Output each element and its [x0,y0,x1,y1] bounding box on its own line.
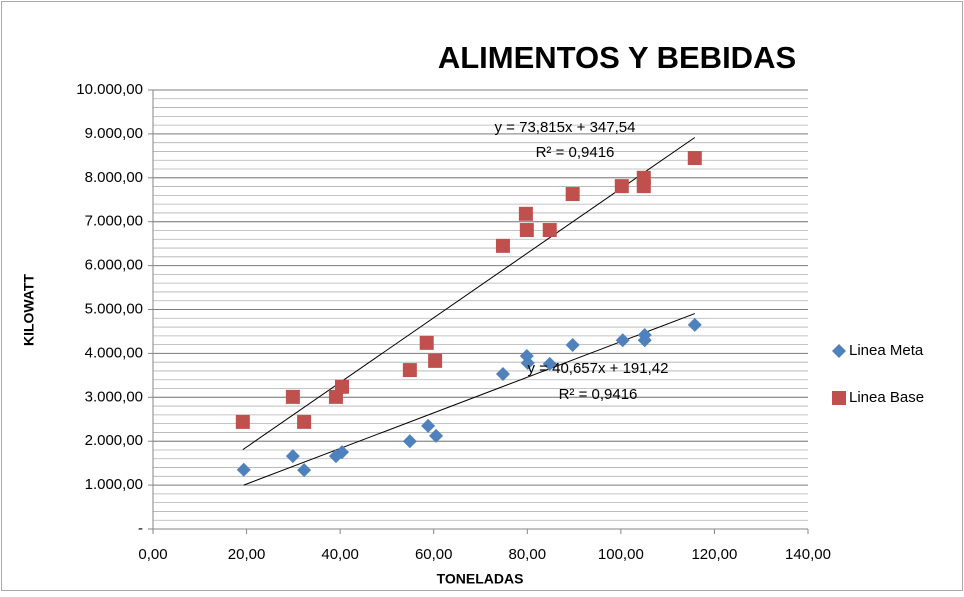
trendline-equation: R² = 0,9416 [536,144,615,161]
x-tick-label: 20,00 [228,546,266,563]
marker [428,353,443,368]
marker [518,206,533,221]
y-tick-label: 2.000,00 [85,432,143,449]
legend-marker [832,344,846,358]
trendline-equation: y = 73,815x + 347,54 [495,119,636,136]
chart-title: ALIMENTOS Y BEBIDAS [438,40,796,75]
trendline-equation: R² = 0,9416 [559,386,638,403]
y-tick-label: 3.000,00 [85,388,143,405]
marker [429,428,444,443]
y-tick-label: - [138,520,143,537]
marker [235,414,250,429]
marker [297,463,312,478]
x-tick-label: 120,00 [691,546,737,563]
marker [519,223,534,238]
marker [565,338,580,353]
marker [542,356,557,371]
marker [615,333,630,348]
x-axis-title: TONELADAS [437,571,524,587]
y-tick-label: 5.000,00 [85,300,143,317]
x-tick-label: 140,00 [785,546,831,563]
y-tick-label: 9.000,00 [85,125,143,142]
marker [421,418,436,433]
marker [285,449,300,464]
marker [687,317,702,332]
y-axis-title: KILOWATT [21,274,37,347]
y-tick-label: 6.000,00 [85,257,143,274]
marker [285,389,300,404]
marker [636,179,651,194]
x-tick-label: 80,00 [509,546,547,563]
y-tick-label: 4.000,00 [85,344,143,361]
marker [297,414,312,429]
marker [495,367,510,382]
y-tick-label: 7.000,00 [85,213,143,230]
legend-label: Linea Meta [849,342,924,359]
trendline-equation: y = 40,657x + 191,42 [528,360,669,377]
marker [614,179,629,194]
x-tick-label: 100,00 [598,546,644,563]
legend-label: Linea Base [849,389,924,406]
legend-marker [832,391,846,405]
marker [687,151,702,166]
y-tick-label: 8.000,00 [85,169,143,186]
y-tick-label: 1.000,00 [85,476,143,493]
marker [236,462,251,477]
marker [419,335,434,350]
marker [542,223,557,238]
marker [637,333,652,348]
marker [335,445,350,460]
x-tick-label: 0,00 [138,546,167,563]
marker [402,363,417,378]
marker [565,187,580,202]
x-tick-label: 60,00 [415,546,453,563]
x-tick-label: 40,00 [321,546,359,563]
marker [520,356,535,371]
marker [335,379,350,394]
marker [495,238,510,253]
y-tick-label: 10.000,00 [76,81,143,98]
marker [402,434,417,449]
